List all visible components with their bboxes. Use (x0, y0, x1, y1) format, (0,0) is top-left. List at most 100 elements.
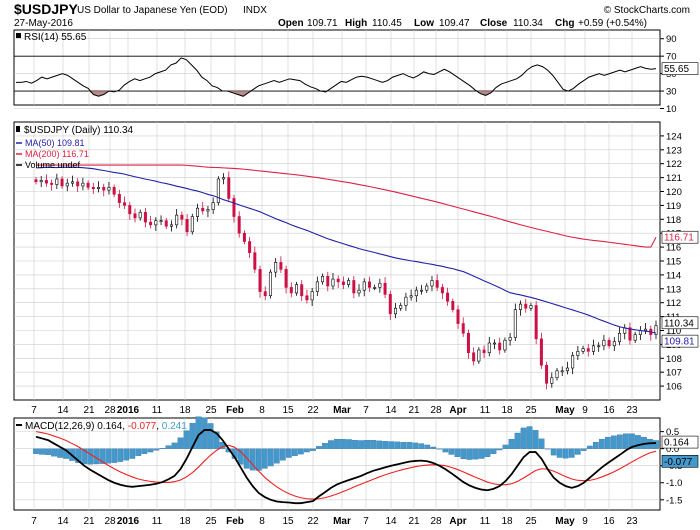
histogram-bar-84 (538, 438, 545, 449)
price-legend-2: Volume undef (25, 160, 81, 170)
histogram-bar-52 (346, 439, 352, 449)
y-tick-label-17: 107 (666, 368, 682, 379)
candle-body-44 (263, 291, 267, 297)
histogram-bar-18 (141, 448, 148, 454)
y-tick-label-14: 110 (666, 326, 681, 337)
candle-body-30 (190, 216, 194, 233)
histogram-bar-81 (520, 427, 527, 449)
candle-body-23 (154, 220, 158, 226)
histogram-bar-28 (201, 417, 208, 449)
histogram-bar-12 (105, 448, 112, 464)
x-label-16: 28 (430, 405, 442, 416)
signal-line (35, 431, 657, 500)
histogram-bar-77 (496, 448, 503, 451)
x-label-22: 9 (582, 516, 588, 527)
histogram-bar-1 (39, 448, 45, 455)
candle-body-53 (310, 291, 314, 301)
x-label-9: 8 (259, 405, 265, 416)
candle-body-35 (216, 178, 220, 203)
price-legend-0: MA(50) 109.81 (25, 138, 85, 148)
x-label-11: 22 (307, 516, 319, 527)
x-label-5: 11 (152, 405, 163, 416)
x-label-3: 28 (104, 405, 116, 416)
histogram-bar-78 (502, 444, 509, 449)
x-label-7: 25 (205, 516, 217, 527)
candle-body-38 (232, 198, 236, 217)
histogram-bar-80 (514, 432, 521, 449)
histogram-bar-83 (532, 430, 539, 449)
ma200-badge: 116.71 (664, 233, 694, 244)
histogram-bar-86 (550, 448, 557, 456)
histogram-bar-38 (261, 448, 268, 469)
candle-body-55 (321, 275, 325, 283)
histogram-bar-88 (562, 448, 569, 459)
candle-body-82 (461, 323, 465, 334)
ohlc-close-label: Close (480, 18, 508, 29)
histogram-bar-71 (460, 448, 467, 460)
x-label-6: 18 (179, 516, 191, 527)
candle-body-13 (102, 187, 106, 191)
x-label-22: 9 (582, 405, 588, 416)
candle-body-58 (336, 278, 340, 283)
ohlc-open-label: Open (278, 18, 304, 29)
candle-body-48 (284, 269, 288, 288)
histogram-bar-42 (285, 448, 292, 458)
candle-body-9 (81, 182, 85, 187)
candle-body-96 (534, 305, 538, 340)
candle-body-0 (34, 179, 38, 183)
histogram-bar-24 (177, 437, 184, 449)
x-label-0: 7 (31, 405, 37, 416)
x-label-8: Feb (226, 516, 244, 527)
x-label-20: 25 (525, 405, 537, 416)
x-label-21: May (555, 516, 575, 527)
histogram-bar-40 (273, 448, 280, 464)
signal-badge: -0.077 (664, 457, 693, 468)
y-tick-label-11: 113 (666, 284, 681, 295)
candle-body-86 (482, 349, 486, 354)
candle-body-61 (352, 280, 356, 294)
histogram-bar-47 (316, 446, 322, 449)
candle-body-112 (618, 332, 622, 342)
histogram-bar-76 (490, 448, 497, 454)
histogram-bar-0 (33, 448, 39, 454)
x-label-2: 21 (83, 405, 95, 416)
watermark: © StockCharts.com (604, 5, 690, 16)
macd-badge-bg (661, 435, 699, 449)
candle-body-98 (545, 364, 549, 384)
ohlc-chg-value: +0.59 (+0.54%) (578, 18, 647, 29)
histogram-bar-93 (592, 442, 599, 449)
ohlc-high-label: High (345, 18, 367, 29)
candle-body-56 (326, 275, 330, 287)
candle-body-63 (362, 281, 366, 291)
candle-body-21 (143, 212, 147, 223)
candle-body-37 (227, 177, 231, 199)
candle-body-43 (258, 269, 262, 292)
candle-body-88 (492, 342, 496, 345)
histogram-bar-22 (165, 445, 172, 449)
price-legend-swatch (16, 126, 20, 132)
x-label-1: 14 (57, 405, 69, 416)
candle-body-40 (242, 232, 246, 242)
x-label-3: 28 (104, 516, 116, 527)
x-label-13: 7 (363, 405, 369, 416)
candle-body-4 (55, 178, 59, 185)
histogram-bar-39 (267, 448, 274, 467)
signal-badge-bg (661, 454, 699, 468)
y-tick-label-9: 115 (666, 257, 681, 268)
y-tick-label-0: 0.5 (666, 427, 679, 438)
y-tick-label-3: -1.0 (666, 478, 682, 489)
histogram-bar-19 (147, 448, 154, 453)
candle-body-49 (289, 287, 293, 294)
histogram-bar-41 (279, 448, 286, 461)
candle-body-89 (498, 342, 502, 351)
histogram-bar-58 (382, 441, 388, 449)
y-tick-label-10: 114 (666, 270, 681, 281)
candle-body-46 (274, 262, 278, 273)
histogram-bar-79 (508, 438, 515, 449)
histogram-bar-74 (478, 448, 485, 459)
candle-body-81 (456, 309, 460, 324)
rsi-legend-swatch (16, 33, 21, 38)
candle-body-94 (524, 303, 528, 309)
